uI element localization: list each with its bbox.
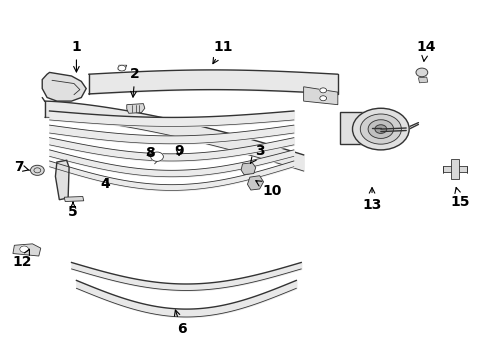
Polygon shape (304, 87, 338, 105)
Text: 7: 7 (14, 161, 29, 175)
Circle shape (30, 165, 44, 175)
Text: 9: 9 (174, 144, 184, 158)
Text: 14: 14 (416, 40, 436, 61)
Polygon shape (340, 112, 372, 144)
Polygon shape (418, 77, 428, 83)
Circle shape (320, 96, 327, 101)
Circle shape (20, 246, 28, 252)
Circle shape (320, 88, 327, 93)
Circle shape (368, 120, 393, 138)
Polygon shape (55, 160, 69, 200)
Text: 13: 13 (362, 188, 382, 212)
Circle shape (416, 68, 428, 77)
Text: 5: 5 (68, 202, 78, 219)
Text: 2: 2 (130, 67, 140, 97)
Polygon shape (451, 159, 459, 179)
Polygon shape (241, 163, 256, 175)
Polygon shape (247, 176, 264, 190)
Polygon shape (42, 72, 86, 101)
Polygon shape (443, 166, 467, 172)
Text: 15: 15 (450, 188, 470, 208)
Circle shape (352, 108, 409, 150)
Text: 4: 4 (101, 177, 111, 190)
Circle shape (118, 65, 126, 71)
Polygon shape (13, 244, 41, 256)
Text: 6: 6 (174, 310, 186, 336)
Circle shape (375, 125, 387, 134)
Circle shape (360, 114, 401, 144)
Text: 12: 12 (13, 249, 32, 270)
Polygon shape (64, 197, 84, 202)
Text: 11: 11 (213, 40, 233, 64)
Text: 1: 1 (72, 40, 81, 72)
Circle shape (151, 152, 163, 161)
Text: 3: 3 (250, 144, 265, 163)
Polygon shape (118, 65, 127, 69)
Polygon shape (127, 104, 145, 113)
Text: 8: 8 (145, 146, 155, 160)
Text: 10: 10 (256, 181, 282, 198)
